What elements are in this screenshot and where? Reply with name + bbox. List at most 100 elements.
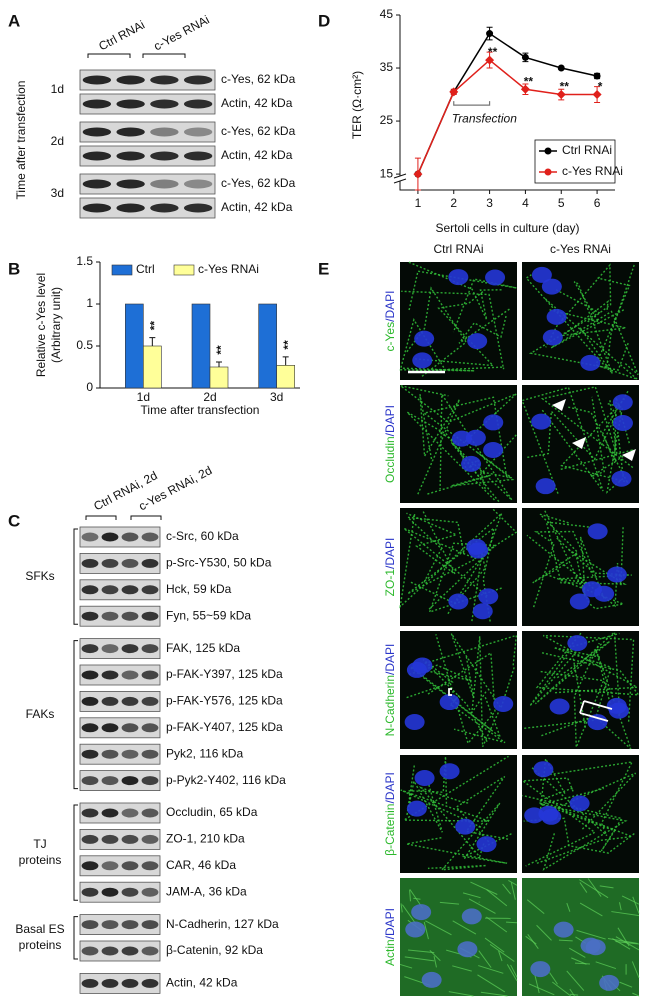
band-label: p-FAK-Y407, 125 kDa: [166, 720, 283, 734]
fiber: [579, 902, 603, 917]
fiber: [486, 916, 508, 933]
legend-label: Ctrl RNAi: [562, 143, 612, 157]
axis-break: [393, 173, 407, 184]
fiber: [462, 892, 481, 899]
x-tick-label: 3: [486, 196, 493, 210]
fiber: [425, 920, 452, 936]
fiber: [401, 904, 417, 925]
membrane: [522, 794, 623, 852]
blot-band: [150, 151, 179, 161]
row-label: 3d: [51, 186, 64, 200]
blot-band: [183, 151, 213, 161]
data-point: [521, 53, 529, 61]
nucleus: [541, 808, 562, 825]
nucleus: [569, 593, 590, 610]
blot-band: [81, 670, 99, 680]
axis: [399, 15, 615, 191]
blot-band: [101, 723, 119, 733]
blot-band: [121, 558, 139, 568]
nucleus: [457, 941, 478, 958]
blot-band: [101, 670, 119, 680]
micrograph-bg: [400, 631, 517, 749]
band-label: FAK, 125 kDa: [166, 641, 240, 655]
y-tick-label: 1.5: [76, 254, 93, 268]
blot-band: [101, 585, 119, 595]
significance: **: [524, 74, 534, 88]
band-label: Pyk2, 116 kDa: [166, 746, 243, 760]
nucleus: [587, 714, 608, 731]
blot-band: [141, 585, 159, 595]
nucleus: [448, 593, 469, 610]
series-line: [417, 59, 598, 175]
band-label: Actin, 42 kDa: [221, 200, 293, 214]
legend-label: c-Yes RNAi: [198, 262, 259, 276]
blot-strip: [79, 881, 161, 903]
fiber: [433, 955, 437, 968]
blot-band: [101, 978, 119, 988]
counterstain-label: /DAPI: [383, 405, 397, 436]
row-label: ZO-1/DAPI: [383, 538, 397, 597]
micrograph-bg: [522, 878, 639, 996]
blot-band: [141, 749, 159, 759]
nucleus: [533, 761, 554, 778]
membrane: [410, 634, 518, 740]
fiber: [632, 896, 640, 914]
data-point: [556, 90, 566, 100]
membrane: [520, 777, 597, 867]
x-tick-label: 3d: [270, 390, 283, 404]
fiber: [506, 964, 518, 982]
membrane: [550, 308, 639, 376]
blot-band: [82, 203, 112, 213]
nucleus: [421, 971, 442, 988]
row-label: β-Catenin/DAPI: [383, 772, 397, 856]
blot-strip: [79, 973, 161, 994]
blot-band: [101, 834, 119, 844]
blot-band: [183, 179, 213, 189]
nucleus: [531, 413, 552, 430]
blot-band: [141, 978, 159, 988]
nucleus: [549, 698, 570, 715]
membrane: [534, 630, 621, 715]
fiber: [569, 988, 575, 997]
band-label: Hck, 59 kDa: [166, 582, 232, 596]
panel-label: D: [318, 11, 330, 30]
y-tick-label: 15: [380, 166, 394, 180]
blot-band: [81, 644, 99, 654]
blot-strip: [79, 145, 216, 167]
fiber: [611, 911, 640, 917]
nucleus: [439, 694, 460, 711]
fiber: [508, 879, 518, 886]
group-label: proteins: [19, 938, 62, 952]
fiber: [478, 950, 492, 968]
marker-label: β-Catenin: [383, 804, 397, 856]
fiber: [536, 924, 552, 941]
fiber: [595, 961, 617, 970]
blot-strip: [79, 829, 161, 850]
fiber: [452, 965, 472, 972]
nucleus: [612, 394, 633, 411]
group-bracket: [73, 640, 78, 790]
blot-band: [101, 644, 119, 654]
membrane: [529, 632, 620, 728]
blot-strip: [79, 940, 161, 962]
blot-band: [121, 978, 139, 988]
nucleus: [476, 836, 497, 853]
legend-label: c-Yes RNAi: [562, 164, 623, 178]
fiber: [525, 935, 537, 945]
blot-band: [81, 532, 99, 542]
fiber: [574, 962, 591, 965]
blot-band: [150, 99, 179, 109]
arrowhead: [552, 399, 566, 411]
blot-strip: [79, 526, 161, 548]
nucleus: [467, 333, 488, 350]
blot-band: [141, 611, 159, 621]
y-axis-label: (Arbitrary unit): [49, 287, 63, 363]
membrane: [406, 511, 459, 575]
nucleus: [411, 904, 432, 921]
fiber: [486, 889, 508, 907]
annotation: Transfection: [452, 111, 517, 125]
fiber: [587, 878, 602, 897]
blot-band: [121, 946, 139, 956]
blot-band: [101, 946, 119, 956]
bracket: [87, 53, 131, 58]
